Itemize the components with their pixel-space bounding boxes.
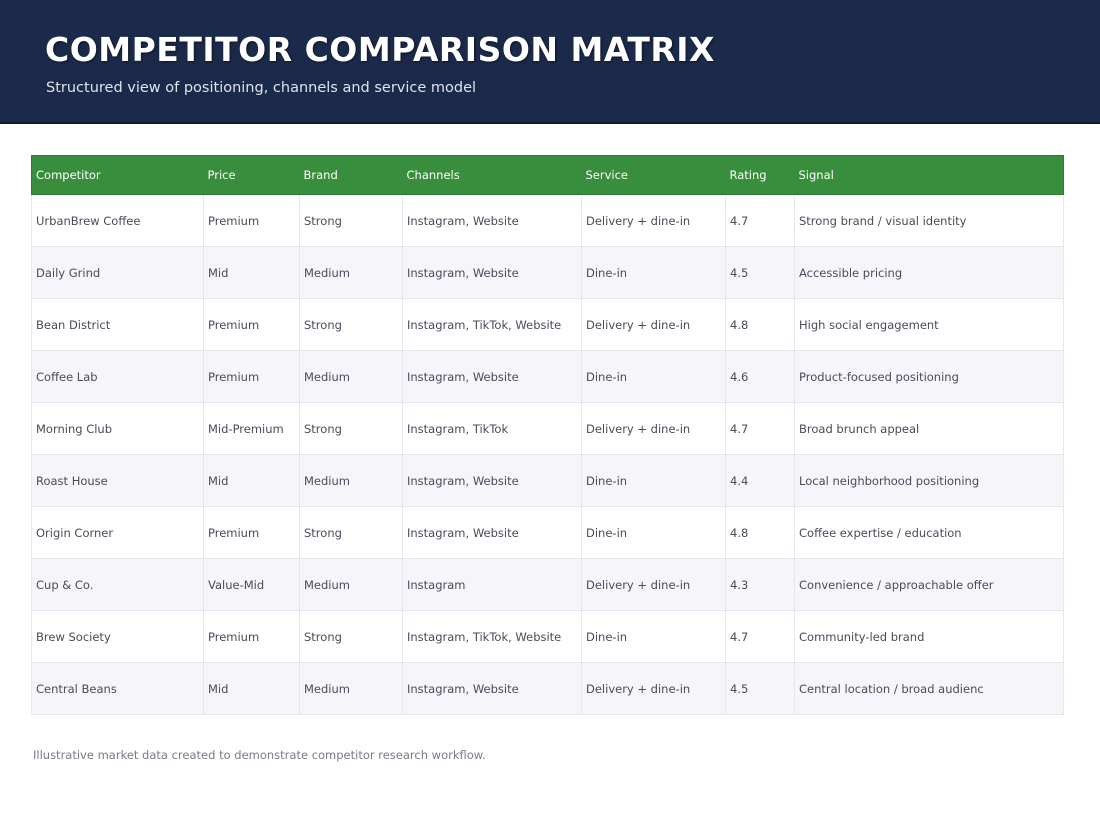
table-cell: Roast House	[31, 454, 204, 507]
table-cell: Cup & Co.	[31, 558, 204, 611]
table-cell: Instagram	[402, 558, 582, 611]
table-cell: Accessible pricing	[794, 246, 1064, 299]
table-row: Coffee Lab Premium Medium Instagram, Websit…	[31, 350, 1064, 403]
table-cell: Delivery + dine-in	[581, 402, 726, 455]
table-cell: Strong	[299, 402, 403, 455]
table-cell: Dine-in	[581, 506, 726, 559]
table-cell: 4.7	[725, 194, 795, 247]
table-row: Origin Corner Premium Strong Instagram, Web…	[31, 506, 1064, 559]
table-cell: Origin Corner	[31, 506, 204, 559]
table-cell: Instagram, Website	[402, 506, 582, 559]
table-cell: Brew Society	[31, 610, 204, 663]
header-row: Competitor Price Brand Channels Service Ratin…	[31, 155, 1064, 195]
table-cell: Mid	[203, 454, 300, 507]
table-cell: Value-Mid	[203, 558, 300, 611]
table-cell: Medium	[299, 558, 403, 611]
table-row: Roast House Mid Medium Instagram, Website Di…	[31, 454, 1064, 507]
table-cell: Strong	[299, 298, 403, 351]
table-cell: Product-focused positioning	[794, 350, 1064, 403]
table-cell: Medium	[299, 350, 403, 403]
table-cell: Instagram, Website	[402, 194, 582, 247]
table-cell: Instagram, Website	[402, 454, 582, 507]
table-cell: Mid	[203, 246, 300, 299]
table-cell: Instagram, Website	[402, 662, 582, 715]
table-cell: Local neighborhood positioning	[794, 454, 1064, 507]
table-cell: 4.8	[725, 506, 795, 559]
table-cell: Strong	[299, 610, 403, 663]
table-cell: Instagram, TikTok, Website	[402, 610, 582, 663]
table-cell: Mid	[203, 662, 300, 715]
column-header: Channels	[402, 155, 582, 195]
table-cell: Central Beans	[31, 662, 204, 715]
table-cell: 4.8	[725, 298, 795, 351]
table-cell: 4.5	[725, 246, 795, 299]
table-cell: Instagram, Website	[402, 350, 582, 403]
title: COMPETITOR COMPARISON MATRIX	[45, 30, 715, 69]
footnote: Illustrative market data created to demo…	[33, 748, 486, 762]
table-cell: Dine-in	[581, 246, 726, 299]
table-cell: Mid-Premium	[203, 402, 300, 455]
table-cell: Community-led brand	[794, 610, 1064, 663]
column-header: Price	[203, 155, 300, 195]
table-cell: Coffee Lab	[31, 350, 204, 403]
table-cell: Strong brand / visual identity	[794, 194, 1064, 247]
subtitle: Structured view of positioning, channels…	[46, 80, 477, 96]
table-cell: Premium	[203, 506, 300, 559]
table-cell: Premium	[203, 350, 300, 403]
table-cell: UrbanBrew Coffee	[31, 194, 204, 247]
header: COMPETITOR COMPARISON MATRIX Structured …	[0, 0, 1100, 124]
table-cell: Medium	[299, 454, 403, 507]
column-header: Service	[581, 155, 726, 195]
table-row: Brew Society Premium Strong Instagram, TikT…	[31, 610, 1064, 663]
table-row: UrbanBrew Coffee Premium Strong Instagram, …	[31, 194, 1064, 247]
table-cell: 4.4	[725, 454, 795, 507]
table-cell: 4.6	[725, 350, 795, 403]
table-cell: Bean District	[31, 298, 204, 351]
table-cell: High social engagement	[794, 298, 1064, 351]
column-header: Signal	[794, 155, 1064, 195]
table-cell: Dine-in	[581, 610, 726, 663]
table-cell: Convenience / approachable offer	[794, 558, 1064, 611]
table-cell: Medium	[299, 662, 403, 715]
table-cell: Medium	[299, 246, 403, 299]
column-header: Brand	[299, 155, 403, 195]
table-cell: Morning Club	[31, 402, 204, 455]
table-row: Cup & Co. Value-Mid Medium Instagram Deliver…	[31, 558, 1064, 611]
table-cell: Delivery + dine-in	[581, 662, 726, 715]
table-cell: Strong	[299, 194, 403, 247]
table-cell: Broad brunch appeal	[794, 402, 1064, 455]
table-cell: Coffee expertise / education	[794, 506, 1064, 559]
table-cell: Delivery + dine-in	[581, 194, 726, 247]
table-row: Morning Club Mid-Premium Strong Instagram, …	[31, 402, 1064, 455]
column-header: Rating	[725, 155, 795, 195]
table-cell: Instagram, TikTok	[402, 402, 582, 455]
table-cell: Dine-in	[581, 350, 726, 403]
table-cell: 4.5	[725, 662, 795, 715]
table-cell: 4.7	[725, 610, 795, 663]
table-row: Bean District Premium Strong Instagram, Tik…	[31, 298, 1064, 351]
table-cell: Strong	[299, 506, 403, 559]
table-cell: Central location / broad audienc	[794, 662, 1064, 715]
table-cell: Daily Grind	[31, 246, 204, 299]
table-cell: Premium	[203, 194, 300, 247]
table-cell: Dine-in	[581, 454, 726, 507]
table-row: Daily Grind Mid Medium Instagram, Website Di…	[31, 246, 1064, 299]
table-cell: Instagram, Website	[402, 246, 582, 299]
table-cell: Delivery + dine-in	[581, 298, 726, 351]
table-cell: Instagram, TikTok, Website	[402, 298, 582, 351]
table-cell: 4.3	[725, 558, 795, 611]
table-cell: 4.7	[725, 402, 795, 455]
table-row: Central Beans Mid Medium Instagram, Website…	[31, 662, 1064, 715]
table-cell: Premium	[203, 298, 300, 351]
comparison-table: Competitor Price Brand Channels Service Ratin…	[31, 155, 1064, 715]
column-header: Competitor	[31, 155, 204, 195]
table-cell: Delivery + dine-in	[581, 558, 726, 611]
table-cell: Premium	[203, 610, 300, 663]
